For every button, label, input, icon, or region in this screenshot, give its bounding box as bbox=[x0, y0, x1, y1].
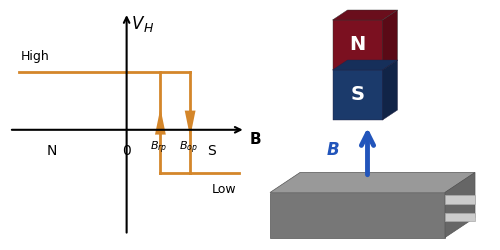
Text: B: B bbox=[250, 132, 261, 147]
Polygon shape bbox=[382, 60, 398, 120]
Text: $B_{op}$: $B_{op}$ bbox=[180, 140, 199, 156]
Polygon shape bbox=[332, 60, 398, 70]
Polygon shape bbox=[445, 195, 475, 204]
Polygon shape bbox=[155, 108, 166, 134]
Polygon shape bbox=[332, 10, 398, 20]
Polygon shape bbox=[332, 20, 382, 70]
Text: $H$: $H$ bbox=[143, 22, 154, 35]
Text: $B_{rp}$: $B_{rp}$ bbox=[150, 140, 168, 156]
Text: N: N bbox=[47, 144, 58, 158]
Polygon shape bbox=[445, 212, 475, 221]
Text: 0: 0 bbox=[122, 144, 131, 158]
Polygon shape bbox=[270, 172, 475, 193]
Text: S: S bbox=[208, 144, 216, 158]
Polygon shape bbox=[270, 192, 445, 238]
Text: N: N bbox=[350, 36, 366, 54]
Text: $V$: $V$ bbox=[130, 14, 145, 32]
Polygon shape bbox=[445, 172, 475, 238]
Polygon shape bbox=[382, 10, 398, 70]
Polygon shape bbox=[332, 70, 382, 120]
Text: Low: Low bbox=[212, 182, 236, 196]
Text: S: S bbox=[350, 86, 364, 104]
Polygon shape bbox=[184, 110, 196, 137]
Text: High: High bbox=[21, 50, 50, 62]
Text: B: B bbox=[326, 141, 339, 159]
